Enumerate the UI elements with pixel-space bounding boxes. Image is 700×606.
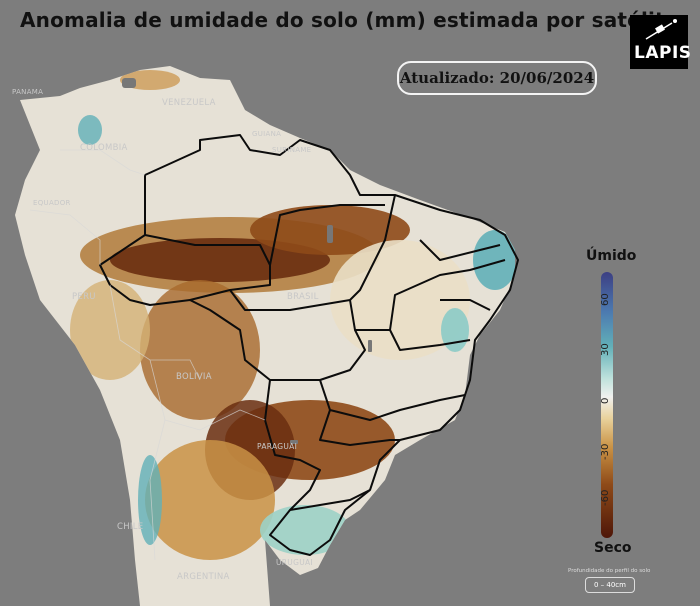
depth-value-box: 0 – 40cm (585, 577, 635, 593)
dry-patch-central (140, 280, 260, 420)
country-label-venezuela: VENEZUELA (162, 98, 216, 108)
country-label-panama: PANAMA (12, 88, 44, 96)
legend-tick-minus-60: -60 (600, 489, 611, 506)
map-title: Anomalia de umidade do solo (mm) estimad… (20, 8, 679, 32)
country-label-suriname: SURINAME (272, 146, 312, 154)
legend-tick-30: 30 (600, 343, 611, 356)
updated-date-badge: Atualizado: 20/06/2024 (397, 61, 597, 95)
state-boundaries (99, 134, 519, 556)
wet-patch-colombia (78, 115, 102, 145)
legend-colorbar (601, 272, 613, 538)
country-label-uruguai: URUGUAI (276, 558, 313, 567)
land-mass (15, 66, 515, 606)
legend-wet-label: Úmido (586, 248, 637, 264)
country-label-equador: EQUADOR (33, 199, 71, 207)
country-boundaries (29, 149, 266, 561)
dry-patch-andes (70, 280, 150, 380)
country-label-peru: PERU (72, 292, 96, 302)
legend-tick-0: 0 (600, 397, 611, 404)
country-label-argentina: ARGENTINA (177, 572, 230, 582)
country-label-chile: CHILE (117, 522, 144, 532)
depth-caption: Profundidade do perfil do solo (568, 568, 651, 574)
country-label-paraguai: PARAGUAI (257, 442, 298, 451)
dry-patch-argentina (145, 440, 275, 560)
wet-patch-northeast (473, 230, 515, 290)
wet-patch-chile (138, 455, 162, 545)
country-label-guiana: GUIANA (252, 130, 282, 138)
wet-patch-east (441, 308, 469, 352)
country-label-brasil: BRASIL (287, 292, 319, 302)
legend-dry-label: Seco (594, 540, 632, 556)
logo-text: LAPIS (634, 43, 692, 63)
lapis-logo: LAPIS (630, 15, 691, 69)
satellite-icon (645, 19, 677, 40)
country-label-colombia: COLOMBIA (80, 143, 128, 153)
country-label-bolivia: BOLIVIA (176, 372, 212, 382)
dry-patch-amazon-core (110, 238, 330, 282)
water-bodies (122, 78, 372, 444)
legend-tick-60: 60 (600, 293, 611, 306)
legend-tick-minus-30: -30 (600, 443, 611, 460)
